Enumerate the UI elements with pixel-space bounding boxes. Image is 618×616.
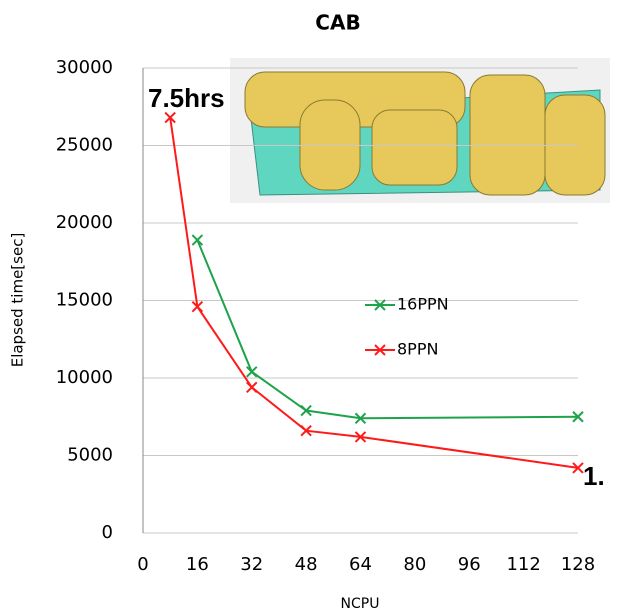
y-tick-label: 30000	[56, 57, 113, 78]
y-axis-label: Elapsed time[sec]	[9, 233, 27, 368]
x-tick-label: 112	[506, 554, 540, 575]
point	[300, 404, 312, 417]
image-bag	[469, 74, 546, 196]
point	[246, 366, 258, 378]
annotation: 7.5hrs	[148, 83, 225, 113]
y-tick-label: 20000	[56, 212, 113, 233]
x-tick-label: 16	[186, 554, 209, 575]
chart-title: CAB	[315, 11, 360, 35]
airbag-image	[230, 58, 610, 203]
legend-marker	[374, 344, 386, 356]
point	[572, 411, 584, 423]
legend-label: 16PPN	[397, 295, 449, 314]
point	[164, 111, 176, 124]
y-tick-label: 25000	[56, 135, 113, 156]
y-tick-label: 10000	[56, 367, 113, 388]
legend-marker	[374, 299, 386, 311]
point	[191, 234, 204, 246]
x-tick-label: 0	[137, 554, 148, 575]
point	[246, 381, 258, 394]
x-tick-label: 32	[240, 554, 263, 575]
x-axis-label: NCPU	[341, 596, 380, 612]
point	[191, 300, 204, 313]
series-line	[196, 239, 579, 420]
point	[354, 431, 367, 443]
point	[572, 462, 584, 474]
x-tick-label: 64	[349, 554, 372, 575]
y-tick-label: 15000	[56, 290, 113, 311]
point	[354, 412, 367, 425]
image-bag	[371, 109, 458, 186]
x-tick-label: 48	[295, 554, 318, 575]
series-line	[169, 117, 579, 469]
x-tick-label: 80	[403, 554, 426, 575]
x-tick-label: 96	[458, 554, 481, 575]
annotation: 1.	[583, 461, 605, 491]
y-tick-label: 0	[102, 522, 113, 543]
x-tick-label: 128	[561, 554, 595, 575]
legend-label: 8PPN	[397, 340, 438, 359]
point	[300, 424, 312, 437]
y-tick-label: 5000	[67, 445, 113, 466]
